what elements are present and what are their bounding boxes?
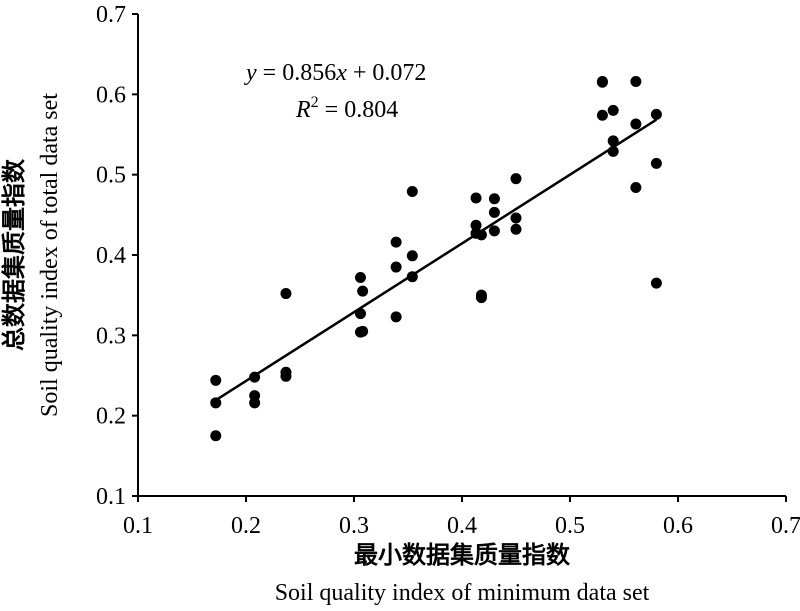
x-axis-title-cn: 最小数据集质量指数: [354, 541, 571, 569]
data-point: [488, 225, 500, 237]
data-point: [607, 104, 619, 116]
regression-equation: y = 0.856x + 0.072: [244, 60, 426, 86]
trendline: [215, 118, 658, 402]
x-tick-label: 0.4: [447, 513, 477, 539]
data-point: [357, 325, 369, 337]
y-tick-label: 0.3: [96, 323, 126, 349]
y-tick-label: 0.5: [96, 163, 126, 189]
data-points: [210, 75, 662, 442]
data-point: [354, 271, 366, 283]
data-point: [607, 145, 619, 157]
data-point: [406, 250, 418, 262]
x-tick-label: 0.5: [555, 513, 585, 539]
data-point: [210, 397, 222, 409]
data-point: [470, 192, 482, 204]
x-tick-label: 0.3: [339, 513, 369, 539]
y-tick-label: 0.1: [96, 484, 126, 510]
data-point: [630, 182, 642, 194]
data-point: [390, 311, 402, 323]
data-point: [650, 277, 662, 289]
data-point: [390, 236, 402, 248]
data-point: [210, 430, 222, 442]
data-point: [607, 135, 619, 147]
data-point: [650, 108, 662, 120]
data-point: [390, 261, 402, 273]
trendline-group: [215, 118, 658, 402]
data-point: [475, 229, 487, 241]
data-point: [280, 288, 292, 300]
data-point: [470, 219, 482, 231]
data-point: [510, 173, 522, 185]
x-tick-label: 0.7: [771, 513, 800, 539]
y-axis-title-cn: 总数据集质量指数: [0, 158, 28, 351]
y-tick-label: 0.6: [96, 82, 126, 108]
y-tick-label: 0.4: [96, 243, 126, 269]
y-axis-title-en: Soil quality index of total data set: [37, 93, 63, 417]
data-point: [406, 186, 418, 198]
x-axis-title-en: Soil quality index of minimum data set: [275, 580, 650, 606]
y-tick-label: 0.7: [96, 2, 126, 28]
x-tick-label: 0.1: [123, 513, 153, 539]
x-tick-label: 0.2: [231, 513, 261, 539]
data-point: [488, 206, 500, 218]
data-point: [406, 271, 418, 283]
data-point: [630, 118, 642, 130]
data-point: [249, 371, 261, 383]
r-squared-label: R2 = 0.804: [295, 94, 398, 123]
data-point: [510, 223, 522, 235]
data-point: [596, 109, 608, 121]
data-point: [280, 370, 292, 382]
data-point: [650, 157, 662, 169]
data-point: [488, 193, 500, 205]
axis-ticks: 0.1 0.2 0.3 0.4 0.5 0.6 0.7 0.1 0.2 0.3 0.4 0.5 0.6 0…: [96, 2, 800, 539]
data-point: [510, 212, 522, 224]
data-point: [596, 76, 608, 88]
data-point: [210, 374, 222, 386]
data-point: [475, 292, 487, 304]
data-point: [249, 397, 261, 409]
data-point: [357, 285, 369, 297]
y-tick-label: 0.2: [96, 404, 126, 430]
x-tick-label: 0.6: [663, 513, 693, 539]
data-point: [630, 75, 642, 87]
data-point: [354, 308, 366, 320]
